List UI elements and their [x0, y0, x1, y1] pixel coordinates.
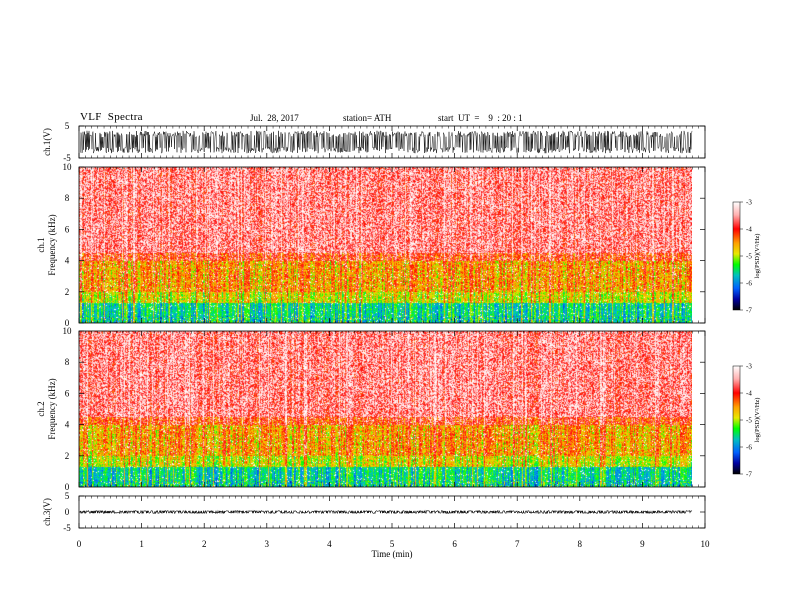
colorbar-label-text: log(PSD)(V²/Hz)	[754, 234, 761, 279]
y-axis-label-line: Frequency (kHz)	[47, 378, 57, 439]
colorbar-tick-label: -4	[746, 226, 752, 234]
colorbar-tick-label: -7	[746, 307, 752, 315]
x-tick-label: 9	[640, 539, 645, 549]
figure-title: VLF Spectra	[80, 111, 143, 123]
colorbar-tick-label: -3	[746, 199, 752, 207]
x-tick-label: 6	[452, 539, 457, 549]
colorbar-tick-label: -5	[746, 253, 752, 261]
y-tick-label: 2	[65, 287, 70, 297]
y-tick-label: 5	[65, 491, 70, 501]
y-tick-label: 0	[65, 318, 70, 328]
y-axis-label: ch.2 Frequency (kHz)	[36, 378, 57, 439]
x-tick-label: 1	[139, 539, 144, 549]
y-axis-label-line: Frequency (kHz)	[47, 214, 57, 275]
ch3-waveform-line	[79, 509, 693, 515]
colorbar-label: log(PSD)(V²/Hz)	[754, 234, 761, 279]
colorbar-tick-label: -4	[746, 390, 752, 398]
y-axis-label: ch.1 Frequency (kHz)	[36, 214, 57, 275]
x-axis-label: Time (min)	[372, 549, 413, 559]
ch1-spectrogram-image	[79, 167, 692, 323]
colorbar	[732, 201, 741, 311]
y-tick-label: 0	[65, 507, 70, 517]
y-tick-label: -5	[63, 153, 71, 163]
x-tick-label: 10	[701, 539, 711, 549]
x-tick-label: 7	[515, 539, 520, 549]
y-tick-label: 4	[65, 420, 70, 430]
x-tick-label: 8	[578, 539, 583, 549]
y-axis-label-line: ch.1(V)	[42, 128, 52, 156]
date-label: Jul. 28, 2017	[250, 113, 299, 123]
y-tick-label: 10	[63, 326, 73, 336]
x-tick-label: 3	[265, 539, 270, 549]
y-tick-label: -5	[63, 523, 71, 533]
colorbar-tick-label: -7	[746, 471, 752, 479]
ch2-spectrogram-image	[79, 331, 692, 487]
x-tick-label: 2	[202, 539, 207, 549]
y-axis-label-line: ch.2	[36, 401, 46, 416]
colorbar	[732, 365, 741, 475]
start-time-label: start UT = 9 : 20 : 1	[438, 113, 523, 123]
y-tick-label: 6	[65, 388, 70, 398]
colorbar-tick-label: -5	[746, 417, 752, 425]
y-tick-label: 8	[65, 357, 70, 367]
y-axis-label-line: ch.1	[36, 237, 46, 252]
colorbar-tick-label: -6	[746, 280, 752, 288]
y-tick-label: 10	[63, 162, 73, 172]
colorbar-label: log(PSD)(V²/Hz)	[754, 398, 761, 443]
y-tick-label: 5	[65, 121, 70, 131]
colorbar-tick-label: -3	[746, 363, 752, 371]
colorbar-label-text: log(PSD)(V²/Hz)	[754, 398, 761, 443]
y-axis-label: ch.3(V)	[42, 498, 52, 526]
station-label: station= ATH	[343, 113, 392, 123]
y-axis-label-line: ch.3(V)	[42, 498, 52, 526]
y-tick-label: 0	[65, 482, 70, 492]
y-tick-label: 6	[65, 224, 70, 234]
x-tick-label: 4	[327, 539, 332, 549]
y-tick-label: 8	[65, 193, 70, 203]
y-axis-label: ch.1(V)	[42, 128, 52, 156]
ch1-waveform-line	[79, 130, 693, 154]
y-tick-label: 2	[65, 451, 70, 461]
y-tick-label: 4	[65, 256, 70, 266]
x-tick-label: 0	[77, 539, 82, 549]
colorbar-tick-label: -6	[746, 444, 752, 452]
x-tick-label: 5	[390, 539, 395, 549]
